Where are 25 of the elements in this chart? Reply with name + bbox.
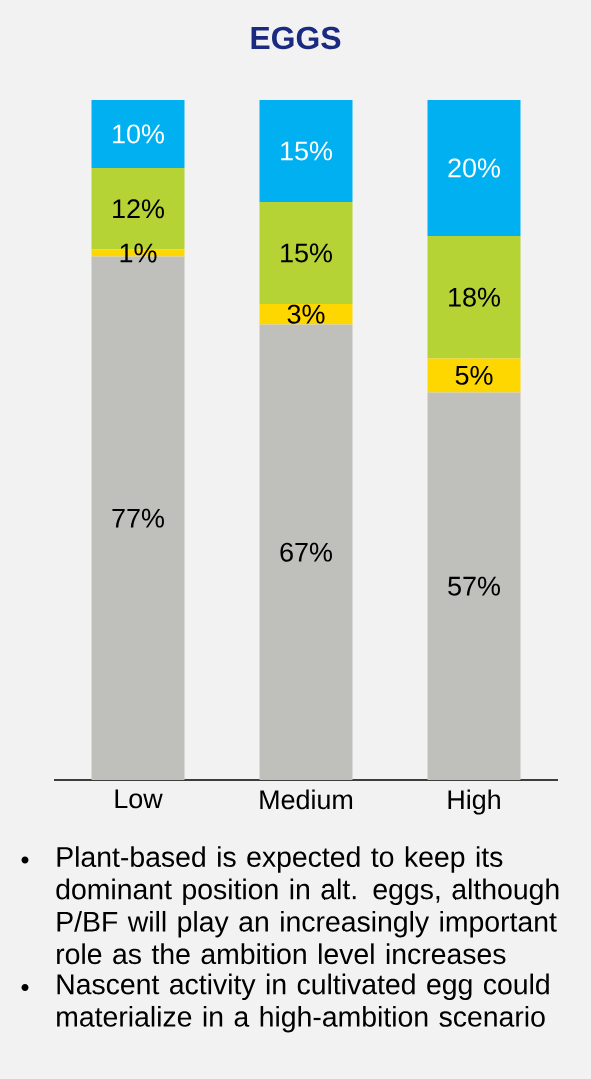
data-label: 15% [281,243,332,263]
bar [427,392,521,780]
bar [259,324,353,780]
bar [91,99,185,168]
data-label: 20% [448,158,500,178]
bar [427,99,521,236]
bar [259,201,353,304]
x-tick-label: Low [115,789,163,809]
data-label: 18% [449,287,500,307]
data-label: 67% [280,542,332,562]
data-label: 12% [113,199,164,219]
data-label: 5% [455,365,493,385]
x-tick-label: High [448,789,500,815]
chart-title: EGGS [251,26,341,50]
bar [427,358,521,393]
text: Plant-based is expected to keep its dominant position in alt. eggs, although P/BF will play an increasingly important role as the ambition level increases [56,846,559,965]
data-label: 3% [287,304,325,324]
bar [427,235,521,359]
data-label: 57% [448,576,500,596]
data-label: 15% [281,141,332,161]
x-tick-label: Medium [260,789,353,810]
bar [259,99,353,202]
data-label: 10% [113,124,164,144]
text: Nascent activity in cultivated egg could materialize in a high-ambition scenario [57,973,549,1033]
data-label: 77% [112,508,164,528]
